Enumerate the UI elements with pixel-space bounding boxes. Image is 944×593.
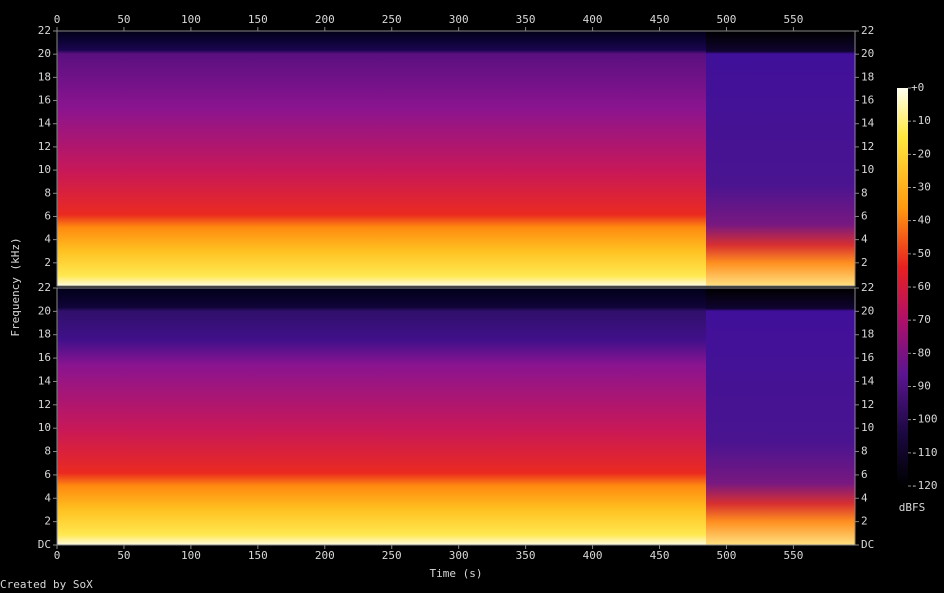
y-tick-label: 6 [861,209,868,222]
x-tick-label: 450 [650,13,670,26]
x-tick-label: 500 [717,549,737,562]
y-tick-label: 16 [861,351,874,364]
y-tick-label: 2 [44,515,51,528]
credit: Created by SoX [0,578,93,591]
y-tick-label: 20 [861,304,874,317]
colorbar-tick-label: -100 [911,413,938,426]
y-tick-label: 16 [38,94,51,107]
spectrogram-tail [706,31,855,286]
y-tick-label: 18 [38,328,51,341]
y-tick-label: 8 [861,186,868,199]
x-tick-label: 0 [54,13,61,26]
x-tick-label: 200 [315,13,335,26]
y-tick-label: 14 [38,374,52,387]
y-tick-label: 10 [861,163,874,176]
x-tick-label: 300 [449,13,469,26]
colorbar-tick-label: +0 [911,81,924,94]
x-tick-label: 550 [783,13,803,26]
y-tick-label: 14 [861,117,875,130]
y-tick-label: 10 [861,421,874,434]
y-tick-label: 16 [861,94,874,107]
y-tick-label: 12 [38,398,51,411]
y-tick-label: 12 [861,140,874,153]
y-tick-label: 18 [861,70,874,83]
y-tick-label: 18 [861,328,874,341]
y-tick-label: 4 [861,491,868,504]
x-tick-label: 550 [783,549,803,562]
y-tick-label: 22 [38,281,51,294]
x-tick-label: 500 [717,13,737,26]
y-tick-label: 4 [861,233,868,246]
y-tick-label: 22 [38,24,51,37]
y-tick-label: 2 [44,256,51,269]
x-tick-label: 400 [583,549,603,562]
y-tick-label: 6 [44,209,51,222]
colorbar-tick-label: -40 [911,214,931,227]
y-tick-label: 8 [44,186,51,199]
x-tick-label: 100 [181,549,201,562]
y-tick-label: 18 [38,70,51,83]
colorbar-label: dBFS [899,501,926,514]
x-tick-label: 150 [248,549,268,562]
y-tick-label: 4 [44,491,51,504]
y-tick-label: 22 [861,24,874,37]
plot-frame [56,287,856,546]
y-tick-label: 16 [38,351,51,364]
y-tick-label: 20 [38,47,51,60]
y-tick-label: 20 [861,47,874,60]
spectrogram-body [57,31,706,286]
y-axis-label: Frequency (kHz) [9,237,22,336]
x-tick-label: 50 [117,549,130,562]
colorbar-tick-label: -110 [911,446,938,459]
x-tick-label: 200 [315,549,335,562]
y-tick-label: 6 [861,468,868,481]
y-tick-label: 8 [861,445,868,458]
x-tick-label: 150 [248,13,268,26]
x-tick-label: 300 [449,549,469,562]
y-tick-label: DC [38,538,51,551]
y-tick-label: 12 [38,140,51,153]
y-tick-label: 6 [44,468,51,481]
colorbar-tick-label: -30 [911,181,931,194]
x-tick-label: 100 [181,13,201,26]
colorbar [897,88,908,486]
y-tick-label: DC [861,538,874,551]
colorbar-tick-label: -20 [911,147,931,160]
colorbar-tick-label: -60 [911,280,931,293]
y-tick-label: 8 [44,445,51,458]
x-tick-label: 400 [583,13,603,26]
colorbar-tick-label: -80 [911,346,931,359]
colorbar-tick-label: -50 [911,247,931,260]
y-tick-label: 20 [38,304,51,317]
colorbar-tick-label: -10 [911,114,931,127]
y-tick-label: 10 [38,421,51,434]
colorbar-tick-label: -70 [911,313,931,326]
y-tick-label: 12 [861,398,874,411]
y-tick-label: 2 [861,256,868,269]
x-tick-label: 450 [650,549,670,562]
x-tick-label: 350 [516,549,536,562]
colorbar-tick-label: -90 [911,380,931,393]
x-tick-label: 0 [54,549,61,562]
y-tick-label: 4 [44,233,51,246]
plot-frame [56,30,856,287]
y-tick-label: 2 [861,515,868,528]
x-tick-label: 250 [382,549,402,562]
y-tick-label: 10 [38,163,51,176]
x-tick-label: 50 [117,13,130,26]
x-tick-label: 250 [382,13,402,26]
colorbar-tick-label: -120 [911,479,938,492]
x-tick-label: 350 [516,13,536,26]
spectrogram-tail [706,288,855,545]
spectrogram-body [57,288,706,545]
y-tick-label: 14 [38,117,52,130]
x-axis-label: Time (s) [430,567,483,580]
y-tick-label: 22 [861,281,874,294]
y-tick-label: 14 [861,374,875,387]
